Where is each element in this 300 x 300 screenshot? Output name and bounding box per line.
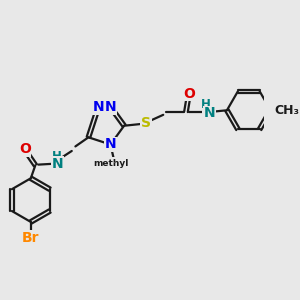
Text: N: N <box>105 100 116 114</box>
Text: H: H <box>52 150 62 163</box>
Text: O: O <box>19 142 31 157</box>
Text: methyl: methyl <box>111 162 116 163</box>
Text: methyl: methyl <box>93 159 128 168</box>
Text: H: H <box>203 105 213 118</box>
Text: N: N <box>105 137 116 152</box>
Text: methyl: methyl <box>96 158 129 166</box>
Text: N: N <box>92 100 104 114</box>
Text: S: S <box>141 116 151 130</box>
Text: H: H <box>201 98 211 111</box>
Text: methyl: methyl <box>97 159 130 168</box>
Text: N: N <box>51 157 63 171</box>
Text: N: N <box>105 137 116 152</box>
Text: O: O <box>183 87 195 100</box>
Text: Br: Br <box>22 231 40 245</box>
Text: CH₃: CH₃ <box>275 104 300 117</box>
Text: N: N <box>204 106 216 120</box>
